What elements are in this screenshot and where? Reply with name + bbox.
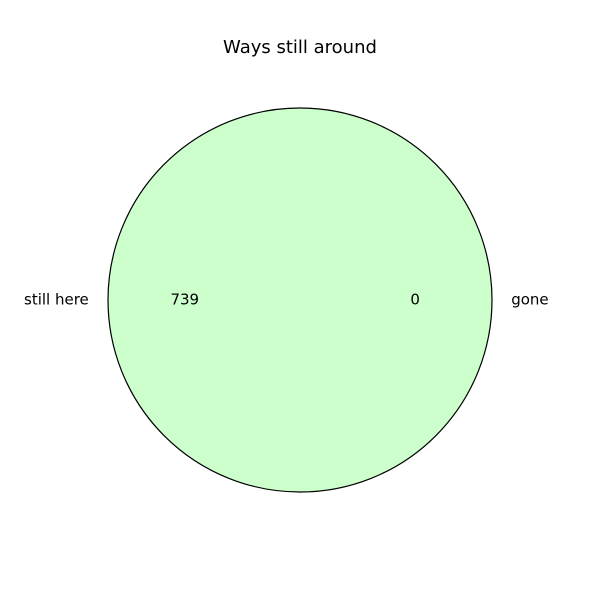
pie-labels: still here 739 gone 0 bbox=[24, 291, 549, 309]
pie-slice-still-here bbox=[107, 107, 493, 493]
pie-slices bbox=[107, 107, 493, 493]
chart-title: Ways still around bbox=[223, 37, 377, 58]
slice-label-still-here: still here bbox=[24, 291, 89, 309]
value-label-gone: 0 bbox=[410, 291, 420, 309]
value-label-still-here: 739 bbox=[170, 291, 199, 309]
slice-label-gone: gone bbox=[511, 291, 548, 309]
